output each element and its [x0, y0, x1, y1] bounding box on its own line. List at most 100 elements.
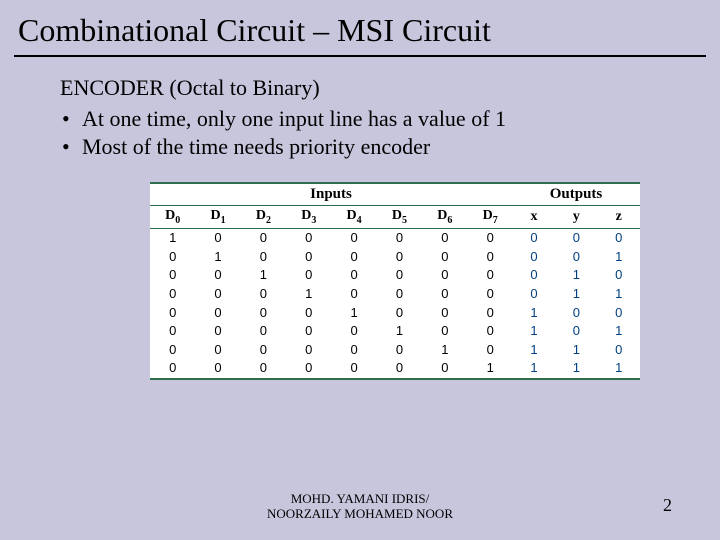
input-cell: 0: [377, 303, 422, 322]
input-cell: 0: [468, 340, 513, 359]
input-cell: 0: [286, 340, 331, 359]
input-cell: 0: [331, 228, 376, 247]
output-cell: 0: [598, 266, 640, 285]
input-cell: 0: [150, 266, 195, 285]
input-cell: 0: [331, 285, 376, 304]
output-cell: 1: [598, 285, 640, 304]
input-cell: 1: [241, 266, 286, 285]
input-cell: 0: [468, 228, 513, 247]
output-cell: 1: [555, 285, 597, 304]
output-cell: 0: [555, 228, 597, 247]
group-header-inputs: Inputs: [150, 186, 512, 203]
input-cell: 0: [195, 359, 240, 378]
input-cell: 0: [422, 228, 467, 247]
input-cell: 0: [150, 340, 195, 359]
input-cell: 0: [468, 322, 513, 341]
output-cell: 0: [555, 247, 597, 266]
input-cell: 0: [377, 228, 422, 247]
output-cell: 0: [513, 285, 555, 304]
input-cell: 0: [468, 266, 513, 285]
input-cell: 1: [331, 303, 376, 322]
table-row: 00000010110: [150, 340, 640, 359]
input-cell: 0: [150, 359, 195, 378]
table-row: 00000100101: [150, 322, 640, 341]
col-header-output: x: [513, 206, 555, 228]
input-cell: 0: [241, 303, 286, 322]
input-cell: 0: [422, 322, 467, 341]
input-cell: 0: [331, 266, 376, 285]
output-cell: 0: [555, 303, 597, 322]
truth-table-grid: D0D1D2D3D4D5D6D7xyz 10000000000010000000…: [150, 206, 640, 378]
input-cell: 1: [468, 359, 513, 378]
input-cell: 0: [331, 247, 376, 266]
bullet-list: At one time, only one input line has a v…: [60, 105, 720, 160]
output-cell: 1: [598, 322, 640, 341]
input-cell: 1: [422, 340, 467, 359]
bullet-item: Most of the time needs priority encoder: [60, 133, 720, 161]
footer-credit: MOHD. YAMANI IDRIS/ NOORZAILY MOHAMED NO…: [0, 491, 720, 522]
output-cell: 0: [598, 340, 640, 359]
output-cell: 1: [513, 303, 555, 322]
input-cell: 0: [468, 285, 513, 304]
input-cell: 0: [377, 359, 422, 378]
output-cell: 0: [513, 228, 555, 247]
table-header-row: D0D1D2D3D4D5D6D7xyz: [150, 206, 640, 228]
input-cell: 0: [195, 303, 240, 322]
col-header-input: D5: [377, 206, 422, 228]
input-cell: 0: [286, 247, 331, 266]
input-cell: 0: [241, 247, 286, 266]
output-cell: 1: [555, 359, 597, 378]
col-header-input: D2: [241, 206, 286, 228]
table-body: 1000000000001000000001001000000100001000…: [150, 228, 640, 377]
output-cell: 1: [555, 266, 597, 285]
input-cell: 0: [331, 340, 376, 359]
input-cell: 0: [150, 303, 195, 322]
input-cell: 0: [195, 322, 240, 341]
output-cell: 1: [555, 340, 597, 359]
input-cell: 0: [468, 303, 513, 322]
content-area: ENCODER (Octal to Binary) At one time, o…: [0, 57, 720, 380]
output-cell: 0: [513, 247, 555, 266]
input-cell: 0: [422, 285, 467, 304]
table-row: 00100000010: [150, 266, 640, 285]
input-cell: 0: [422, 266, 467, 285]
input-cell: 0: [286, 303, 331, 322]
subtitle: ENCODER (Octal to Binary): [60, 75, 720, 101]
input-cell: 0: [286, 359, 331, 378]
col-header-output: z: [598, 206, 640, 228]
input-cell: 1: [195, 247, 240, 266]
group-header-outputs: Outputs: [512, 186, 640, 203]
col-header-input: D3: [286, 206, 331, 228]
col-header-output: y: [555, 206, 597, 228]
input-cell: 0: [195, 340, 240, 359]
input-cell: 0: [422, 303, 467, 322]
input-cell: 0: [241, 322, 286, 341]
output-cell: 0: [598, 228, 640, 247]
input-cell: 0: [377, 266, 422, 285]
output-cell: 1: [598, 359, 640, 378]
input-cell: 0: [241, 359, 286, 378]
input-cell: 0: [331, 359, 376, 378]
input-cell: 0: [241, 228, 286, 247]
input-cell: 0: [331, 322, 376, 341]
footer-line1: MOHD. YAMANI IDRIS/: [291, 491, 430, 506]
col-header-input: D7: [468, 206, 513, 228]
output-cell: 1: [598, 247, 640, 266]
col-header-input: D1: [195, 206, 240, 228]
table-row: 00010000011: [150, 285, 640, 304]
input-cell: 0: [377, 340, 422, 359]
table-row: 00000001111: [150, 359, 640, 378]
input-cell: 0: [377, 285, 422, 304]
table-row: 01000000001: [150, 247, 640, 266]
input-cell: 0: [286, 228, 331, 247]
output-cell: 1: [513, 359, 555, 378]
input-cell: 0: [241, 340, 286, 359]
input-cell: 0: [195, 228, 240, 247]
input-cell: 0: [195, 285, 240, 304]
col-header-input: D4: [331, 206, 376, 228]
truth-table: Inputs Outputs D0D1D2D3D4D5D6D7xyz 10000…: [150, 182, 640, 380]
bullet-item: At one time, only one input line has a v…: [60, 105, 720, 133]
input-cell: 0: [422, 359, 467, 378]
input-cell: 0: [422, 247, 467, 266]
footer-line2: NOORZAILY MOHAMED NOOR: [267, 506, 453, 521]
